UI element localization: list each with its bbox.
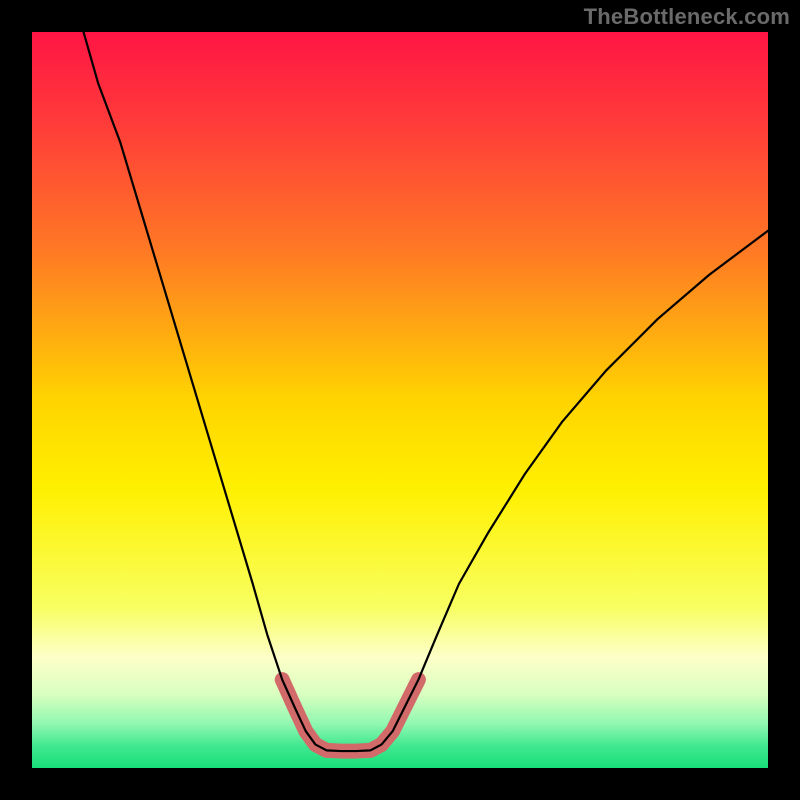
chart-frame: TheBottleneck.com bbox=[0, 0, 800, 800]
plot-svg bbox=[32, 32, 768, 768]
watermark-text: TheBottleneck.com bbox=[584, 4, 790, 30]
plot-area bbox=[32, 32, 768, 768]
plot-background-gradient bbox=[32, 32, 768, 768]
